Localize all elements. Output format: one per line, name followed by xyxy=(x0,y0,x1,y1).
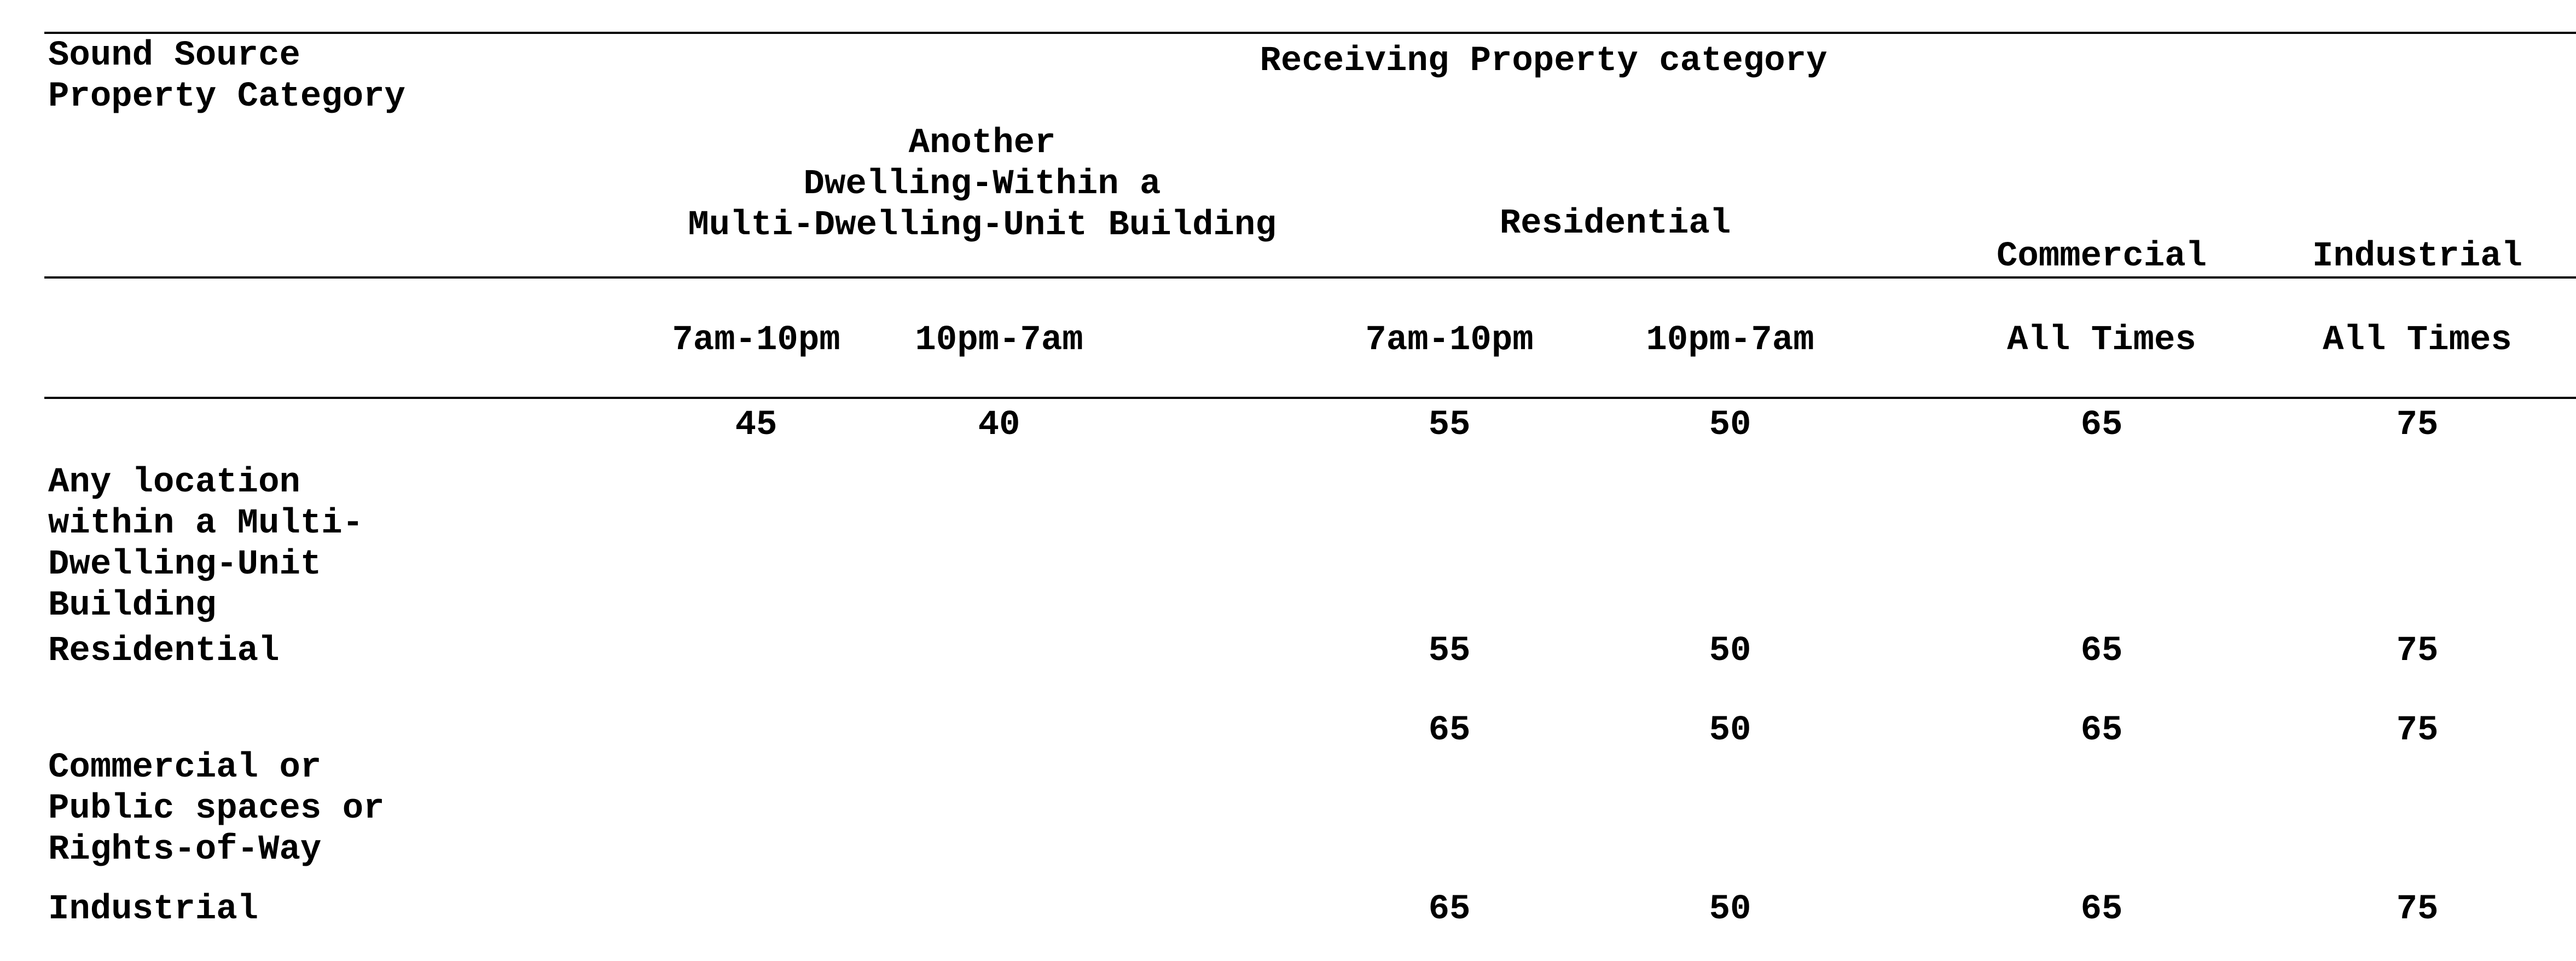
row-cell-res-day: 55 xyxy=(1428,632,1471,671)
row-cell-md-day: 45 xyxy=(735,406,778,445)
row-label: Any location within a Multi- Dwelling-Un… xyxy=(48,463,364,626)
time-res-day: 7am-10pm xyxy=(1365,321,1534,360)
group-commercial: Commercial xyxy=(1996,237,2207,276)
time-com-all: All Times xyxy=(2007,321,2196,360)
group-residential: Residential xyxy=(1499,204,1731,244)
row-cell-industrial: 75 xyxy=(2396,711,2439,750)
source-category-header: Sound Source Property Category xyxy=(48,36,405,117)
receiving-category-header: Receiving Property category xyxy=(1260,42,1827,81)
header-divider-rule xyxy=(44,276,2576,279)
row-cell-res-day: 65 xyxy=(1428,711,1471,750)
time-md-night: 10pm-7am xyxy=(915,321,1083,360)
row-cell-industrial: 75 xyxy=(2396,890,2439,929)
row-cell-industrial: 75 xyxy=(2396,632,2439,671)
row-cell-commercial: 65 xyxy=(2080,632,2123,671)
row-label: Residential xyxy=(48,632,280,671)
row-cell-res-night: 50 xyxy=(1709,711,1751,750)
row-cell-commercial: 65 xyxy=(2080,406,2123,445)
time-header-divider-rule xyxy=(44,397,2576,399)
row-cell-commercial: 65 xyxy=(2080,711,2123,750)
row-cell-res-day: 55 xyxy=(1428,406,1471,445)
row-cell-industrial: 75 xyxy=(2396,406,2439,445)
row-cell-res-day: 65 xyxy=(1428,890,1471,929)
time-md-day: 7am-10pm xyxy=(672,321,840,360)
top-rule xyxy=(44,32,2576,34)
time-ind-all: All Times xyxy=(2323,321,2512,360)
row-cell-res-night: 50 xyxy=(1709,632,1751,671)
time-res-night: 10pm-7am xyxy=(1646,321,1814,360)
group-industrial: Industrial xyxy=(2312,237,2523,276)
row-cell-md-night: 40 xyxy=(978,406,1020,445)
row-cell-res-night: 50 xyxy=(1709,406,1751,445)
row-label: Industrial xyxy=(48,890,259,929)
row-cell-commercial: 65 xyxy=(2080,890,2123,929)
row-cell-res-night: 50 xyxy=(1709,890,1751,929)
group-multi-dwelling: Another Dwelling-Within a Multi-Dwelling… xyxy=(688,124,1277,245)
row-label: Commercial or Public spaces or Rights-of… xyxy=(48,748,385,870)
